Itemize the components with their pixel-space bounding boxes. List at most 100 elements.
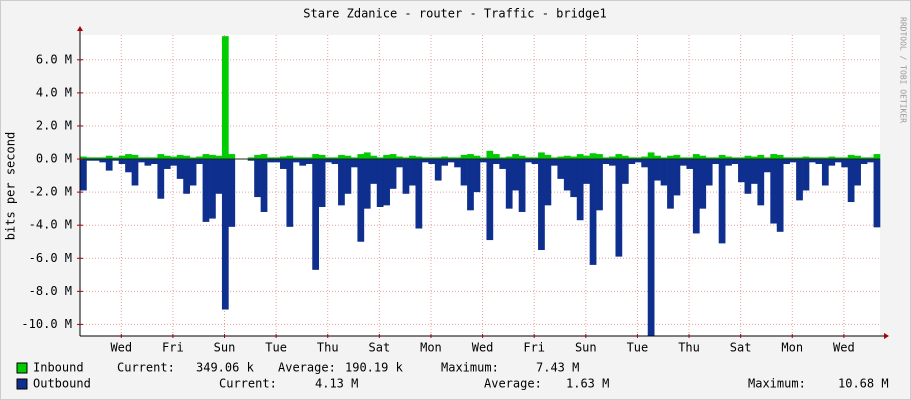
outbound-bar [583,159,590,184]
chart-title: Stare Zdanice - router - Traffic - bridg… [303,7,606,21]
inbound-bar [86,157,94,160]
outbound-bar [525,159,532,163]
outbound-bar [828,159,836,166]
outbound-bar [183,159,190,194]
outbound-bar [163,159,171,169]
inbound-bar [609,156,616,160]
outbound-bar [189,159,197,186]
outbound-bar [138,159,145,163]
outbound-bar [634,159,642,163]
y-tick-label: -2.0 M [29,185,72,199]
x-tick-label: Wed [110,341,132,355]
outbound-bar [499,159,507,169]
inbound-bar [744,155,752,160]
outbound-bar [492,159,500,164]
outbound-bar [460,159,468,186]
outbound-bar [370,159,378,184]
x-tick-label: Fri [162,341,184,355]
outbound-bar [596,159,603,211]
outbound-bar [131,159,139,186]
outbound-bar [415,159,423,229]
outbound-bar [576,159,584,221]
inbound-bar [802,156,810,160]
outbound-bar [286,159,294,227]
x-tick-label: Thu [317,341,339,355]
inbound-bar [596,154,603,160]
legend-stat-label: Maximum: [441,361,499,375]
outbound-bar [821,159,829,186]
inbound-bar [544,154,552,160]
inbound-bar [112,157,120,160]
inbound-bar [150,157,158,160]
outbound-bar [809,159,816,163]
inbound-bar [557,156,565,160]
inbound-bar [286,155,294,160]
outbound-bar [428,159,436,164]
inbound-bar [473,155,481,160]
inbound-bar [176,154,184,160]
inbound-bar [705,157,713,160]
outbound-bar [789,159,797,163]
inbound-bar [847,154,855,160]
legend-stat-value: 190.19 k [345,361,404,375]
inbound-bar [731,157,739,160]
outbound-bar [86,159,94,161]
inbound-bar [809,157,816,160]
outbound-bar [873,159,881,228]
inbound-bar [421,157,429,160]
x-tick-label: Mon [781,341,803,355]
legend-label: Inbound [33,361,84,375]
inbound-bar [460,154,468,160]
outbound-bar [480,159,487,163]
y-axis-label: bits per second [4,132,18,240]
outbound-bar [854,159,861,186]
inbound-bar [789,157,797,160]
outbound-bar [847,159,855,203]
inbound-bar [505,156,513,160]
legend-stat-label: Average: [484,377,542,391]
inbound-bar [492,154,500,160]
outbound-bar [589,159,597,265]
outbound-bar [860,159,868,164]
outbound-bar [563,159,571,191]
outbound-bar [718,159,726,244]
y-tick-label: -10.0 M [21,317,72,331]
legend-swatch [16,362,28,374]
x-tick-label: Sun [575,341,597,355]
inbound-bar [260,154,268,160]
inbound-bar [357,154,365,160]
inbound-bar [583,155,590,160]
outbound-bar [738,159,745,183]
inbound-bar [99,157,107,160]
outbound-bar [712,159,720,164]
inbound-bar [318,154,326,160]
inbound-bar [841,157,849,160]
outbound-bar [221,159,229,310]
outbound-bar [776,159,784,232]
inbound-bar [783,157,790,160]
outbound-bar [602,159,610,164]
inbound-bar [699,155,707,160]
outbound-bar [215,159,223,194]
x-tick-label: Mon [420,341,442,355]
outbound-bar [202,159,210,222]
outbound-bar [92,159,100,161]
outbound-bar [505,159,513,209]
outbound-bar [783,159,790,164]
outbound-bar [80,159,87,191]
inbound-bar [576,154,584,160]
legend-stat-value: 4.13 M [315,377,358,391]
x-tick-label: Wed [472,341,494,355]
outbound-bar [647,159,655,336]
outbound-bar [538,159,545,250]
inbound-bar [125,154,132,160]
outbound-bar [802,159,810,191]
outbound-bar [725,159,732,166]
outbound-bar [292,159,300,163]
inbound-bar [602,157,610,160]
x-tick-label: Sun [214,341,236,355]
inbound-bar [157,154,165,160]
inbound-bar [312,154,320,160]
outbound-bar [473,159,481,193]
